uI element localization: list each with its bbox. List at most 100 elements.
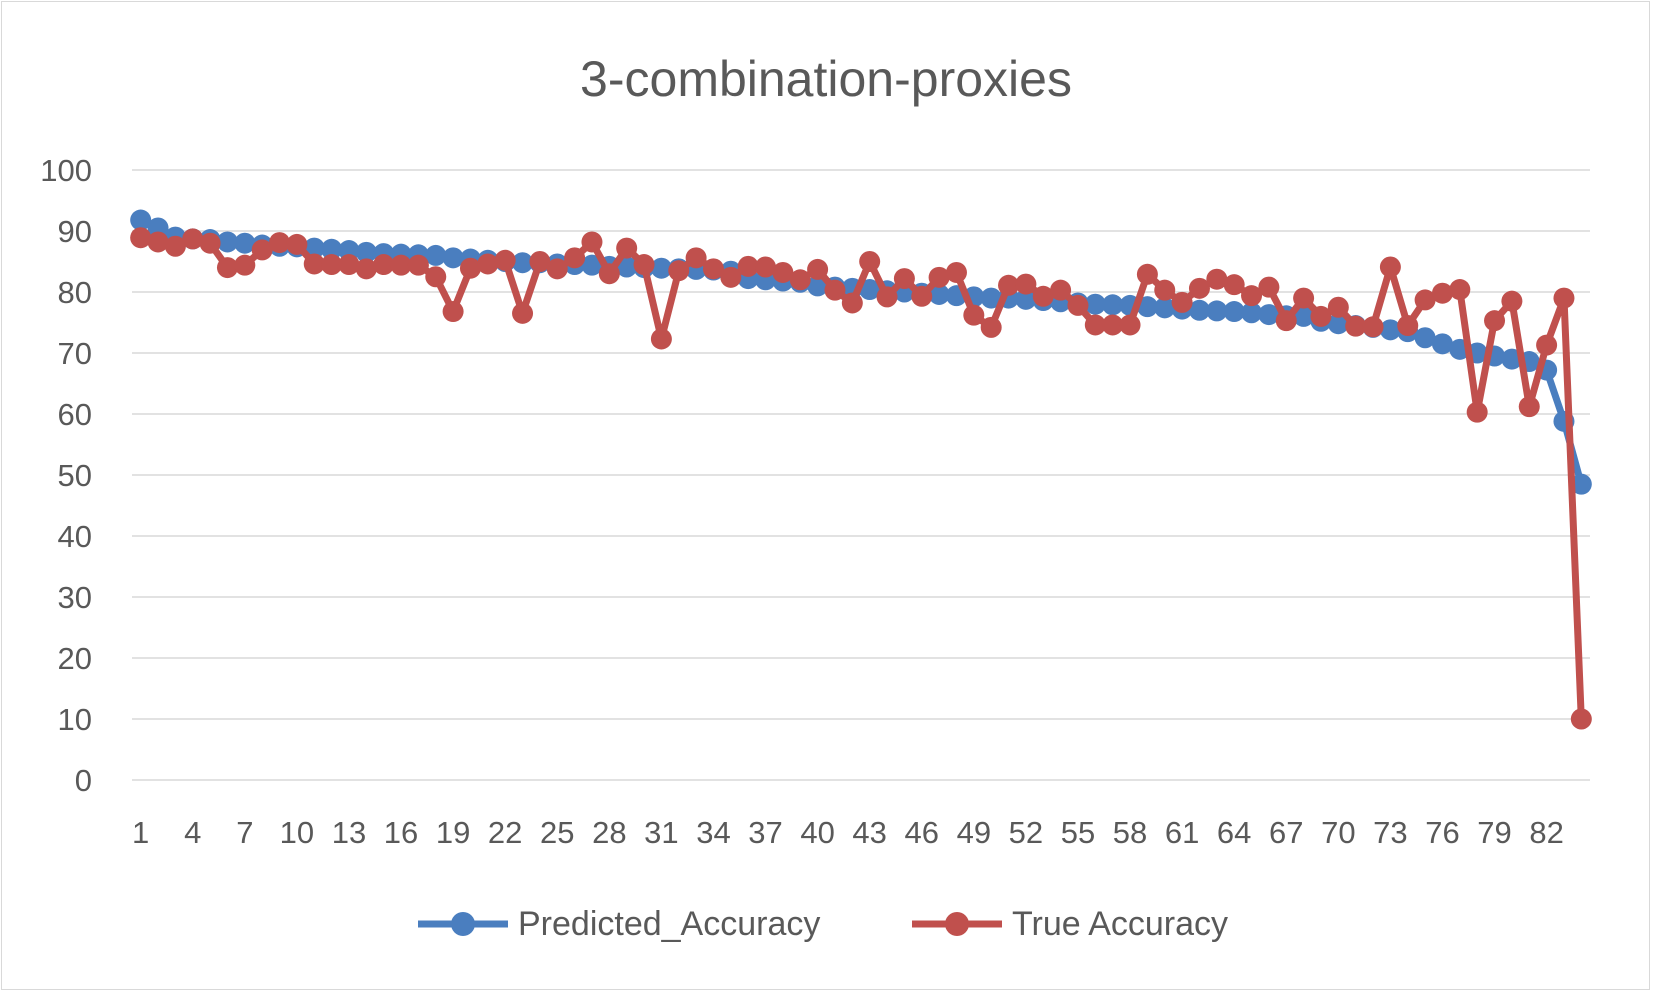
data-point	[702, 258, 724, 280]
series-layer	[130, 209, 1592, 730]
x-tick-label: 58	[1113, 815, 1147, 850]
data-point	[720, 266, 742, 288]
data-point	[1570, 708, 1592, 730]
data-point	[1501, 290, 1523, 312]
data-point	[1414, 327, 1436, 349]
x-tick-label: 28	[592, 815, 626, 850]
data-point	[1536, 334, 1558, 356]
data-point	[928, 266, 950, 288]
data-point	[1171, 291, 1193, 313]
data-point	[859, 279, 881, 301]
data-point	[1188, 277, 1210, 299]
legend: Predicted_Accuracy True Accuracy	[418, 905, 1228, 943]
data-point	[564, 247, 586, 269]
y-tick-label: 70	[58, 336, 92, 371]
y-axis-ticks: 0 10 20 30 40 50 60 70 80 90 100	[40, 153, 92, 798]
data-point	[1206, 268, 1228, 290]
data-point	[1431, 282, 1453, 304]
data-point	[1015, 273, 1037, 295]
data-point	[1223, 301, 1245, 323]
y-tick-label: 50	[58, 458, 92, 493]
data-point	[321, 254, 343, 276]
data-point	[199, 232, 221, 254]
data-point	[216, 231, 238, 253]
data-point	[147, 231, 169, 253]
data-point	[581, 254, 603, 276]
data-point	[477, 253, 499, 275]
data-point	[234, 254, 256, 276]
x-tick-label: 55	[1061, 815, 1095, 850]
x-tick-label: 73	[1373, 815, 1407, 850]
legend-label: Predicted_Accuracy	[518, 905, 820, 943]
data-point	[130, 209, 152, 231]
y-tick-label: 90	[58, 214, 92, 249]
data-point	[234, 232, 256, 254]
data-point	[789, 269, 811, 291]
data-point	[1570, 473, 1592, 495]
x-axis-ticks: 1 4 7 10 13 16 19 22 25 28 31 34 37 40 43 46 49 52 55 58 61 6…	[132, 815, 1564, 850]
legend-marker	[945, 912, 969, 936]
data-point	[841, 292, 863, 314]
data-point	[1154, 297, 1176, 319]
data-point	[772, 261, 794, 283]
data-point	[824, 279, 846, 301]
y-tick-label: 30	[58, 580, 92, 615]
data-point	[182, 228, 204, 250]
x-tick-label: 40	[800, 815, 834, 850]
data-point	[529, 251, 551, 272]
data-point	[1188, 299, 1210, 321]
data-point	[1067, 294, 1089, 316]
x-tick-label: 16	[384, 815, 418, 850]
data-point	[1466, 401, 1488, 423]
data-point	[425, 266, 447, 288]
x-tick-label: 70	[1321, 815, 1355, 850]
data-point	[164, 235, 186, 257]
data-point	[390, 254, 412, 276]
data-point	[581, 231, 603, 253]
data-point	[1084, 293, 1106, 315]
data-point	[1327, 313, 1349, 335]
data-point	[1518, 396, 1540, 418]
data-point	[1293, 287, 1315, 309]
y-tick-label: 0	[75, 763, 92, 798]
x-tick-label: 37	[748, 815, 782, 850]
data-point	[303, 253, 325, 275]
data-point	[1431, 333, 1453, 355]
data-point	[633, 254, 655, 276]
data-point	[1032, 285, 1054, 307]
data-point	[1484, 310, 1506, 332]
legend-item: Predicted_Accuracy	[418, 905, 820, 943]
x-tick-label: 34	[696, 815, 730, 850]
data-point	[807, 258, 829, 280]
y-tick-label: 10	[58, 702, 92, 737]
data-point	[269, 232, 291, 254]
data-point	[650, 328, 672, 350]
data-point	[1258, 304, 1280, 326]
data-point	[963, 304, 985, 326]
x-tick-label: 22	[488, 815, 522, 850]
data-point	[650, 257, 672, 279]
x-tick-label: 4	[184, 815, 201, 850]
data-point	[1050, 279, 1072, 301]
data-point	[286, 233, 308, 255]
data-point	[459, 257, 481, 279]
legend-label: True Accuracy	[1012, 905, 1228, 943]
x-tick-label: 76	[1425, 815, 1459, 850]
data-point	[1379, 319, 1401, 341]
data-point	[1362, 316, 1384, 338]
data-point	[598, 263, 620, 285]
data-point	[1241, 302, 1263, 324]
data-point	[668, 260, 690, 282]
data-point	[1449, 279, 1471, 301]
x-tick-label: 52	[1009, 815, 1043, 850]
data-point	[1119, 314, 1141, 336]
y-tick-label: 100	[40, 153, 92, 188]
x-tick-label: 13	[332, 815, 366, 850]
legend-item: True Accuracy	[912, 905, 1228, 943]
data-point	[1275, 310, 1297, 332]
y-tick-label: 60	[58, 397, 92, 432]
data-point	[1327, 296, 1349, 318]
data-point	[893, 268, 915, 290]
data-point	[512, 302, 534, 324]
